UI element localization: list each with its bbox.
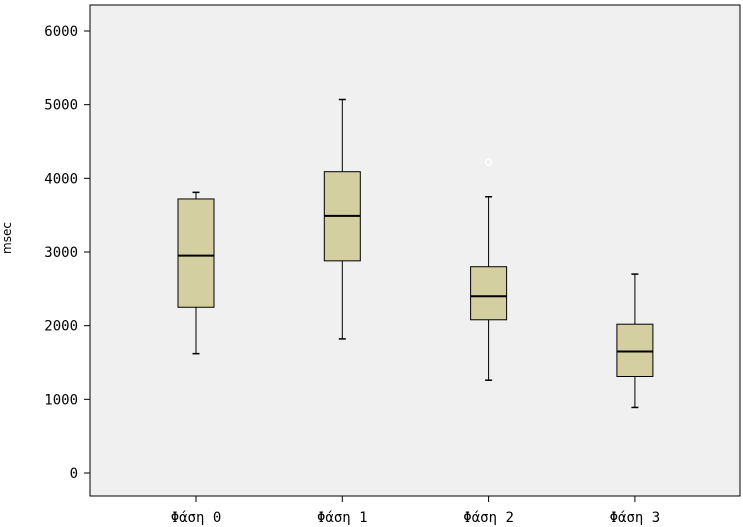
- x-tick-label: Φάση 1: [317, 510, 368, 526]
- outlier-point: [484, 158, 493, 166]
- x-tick-label: Φάση 3: [610, 510, 661, 526]
- box-0: [177, 191, 215, 355]
- y-tick-label: 2000: [44, 319, 78, 335]
- iqr-box: [177, 198, 215, 308]
- box-2: [470, 158, 508, 381]
- boxes-group: [177, 98, 654, 409]
- x-axis: Φάση 0 Φάση 1 Φάση 2 Φάση 3: [171, 496, 660, 526]
- iqr-box: [470, 266, 508, 321]
- y-tick-label: 6000: [44, 24, 78, 40]
- box-3: [616, 273, 654, 409]
- y-tick-label: 4000: [44, 171, 78, 187]
- y-axis: 0 1000 2000 3000 4000 5000 6000: [44, 24, 90, 482]
- y-tick-label: 0: [70, 466, 78, 482]
- iqr-box: [616, 323, 654, 377]
- box-1: [323, 98, 361, 340]
- x-tick-label: Φάση 2: [463, 510, 514, 526]
- x-tick-label: Φάση 0: [171, 510, 222, 526]
- y-tick-label: 3000: [44, 245, 78, 261]
- y-tick-label: 5000: [44, 98, 78, 114]
- y-axis-title: msec: [0, 222, 14, 254]
- y-tick-label: 1000: [44, 392, 78, 408]
